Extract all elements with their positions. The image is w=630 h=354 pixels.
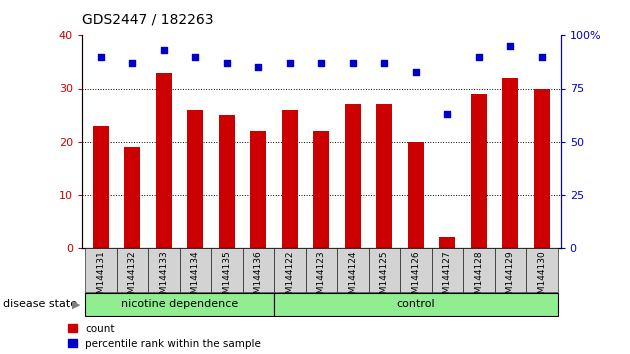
Bar	[314, 131, 329, 248]
Text: nicotine dependence: nicotine dependence	[121, 299, 238, 309]
Point	[190, 54, 200, 59]
Text: GSM144131: GSM144131	[96, 250, 105, 305]
Bar	[274, 293, 558, 316]
Bar	[534, 88, 549, 248]
Point	[379, 60, 389, 66]
Bar	[125, 147, 140, 248]
Bar	[85, 248, 117, 292]
Text: ▶: ▶	[72, 299, 81, 309]
Text: GSM144126: GSM144126	[411, 250, 420, 305]
Bar	[377, 104, 392, 248]
Bar	[251, 131, 266, 248]
Text: GSM144128: GSM144128	[474, 250, 483, 305]
Point	[316, 60, 326, 66]
Bar	[400, 248, 432, 292]
Point	[285, 60, 295, 66]
Text: GSM144122: GSM144122	[285, 250, 294, 304]
Bar	[282, 110, 298, 248]
Bar	[243, 248, 274, 292]
Text: control: control	[396, 299, 435, 309]
Text: GSM144127: GSM144127	[443, 250, 452, 305]
Bar	[503, 78, 518, 248]
Text: GSM144133: GSM144133	[159, 250, 168, 305]
Bar	[148, 248, 180, 292]
Bar	[369, 248, 400, 292]
Text: GSM144136: GSM144136	[254, 250, 263, 305]
Text: GSM144135: GSM144135	[222, 250, 231, 305]
Bar	[219, 115, 234, 248]
Bar	[337, 248, 369, 292]
Text: GSM144125: GSM144125	[380, 250, 389, 305]
Bar	[274, 248, 306, 292]
Point	[348, 60, 358, 66]
Bar	[211, 248, 243, 292]
Text: GSM144123: GSM144123	[317, 250, 326, 305]
Point	[537, 54, 547, 59]
Point	[159, 47, 169, 53]
Bar	[432, 248, 463, 292]
Legend: count, percentile rank within the sample: count, percentile rank within the sample	[68, 324, 261, 349]
Bar	[463, 248, 495, 292]
Bar	[526, 248, 558, 292]
Bar	[345, 104, 361, 248]
Text: GSM144129: GSM144129	[506, 250, 515, 305]
Point	[127, 60, 137, 66]
Bar	[117, 248, 148, 292]
Bar	[471, 94, 487, 248]
Point	[222, 60, 232, 66]
Point	[442, 111, 452, 117]
Point	[505, 43, 515, 49]
Text: disease state: disease state	[3, 299, 77, 309]
Text: GSM144130: GSM144130	[537, 250, 546, 305]
Bar	[156, 73, 171, 248]
Bar	[408, 142, 424, 248]
Bar	[306, 248, 337, 292]
Bar	[495, 248, 526, 292]
Point	[411, 69, 421, 74]
Bar	[188, 110, 203, 248]
Bar	[440, 237, 455, 248]
Point	[96, 54, 106, 59]
Text: GSM144124: GSM144124	[348, 250, 357, 304]
Point	[474, 54, 484, 59]
Bar	[85, 293, 274, 316]
Bar	[180, 248, 211, 292]
Point	[253, 64, 263, 70]
Text: GDS2447 / 182263: GDS2447 / 182263	[82, 12, 214, 27]
Bar	[93, 126, 109, 248]
Text: GSM144132: GSM144132	[128, 250, 137, 305]
Text: GSM144134: GSM144134	[191, 250, 200, 305]
